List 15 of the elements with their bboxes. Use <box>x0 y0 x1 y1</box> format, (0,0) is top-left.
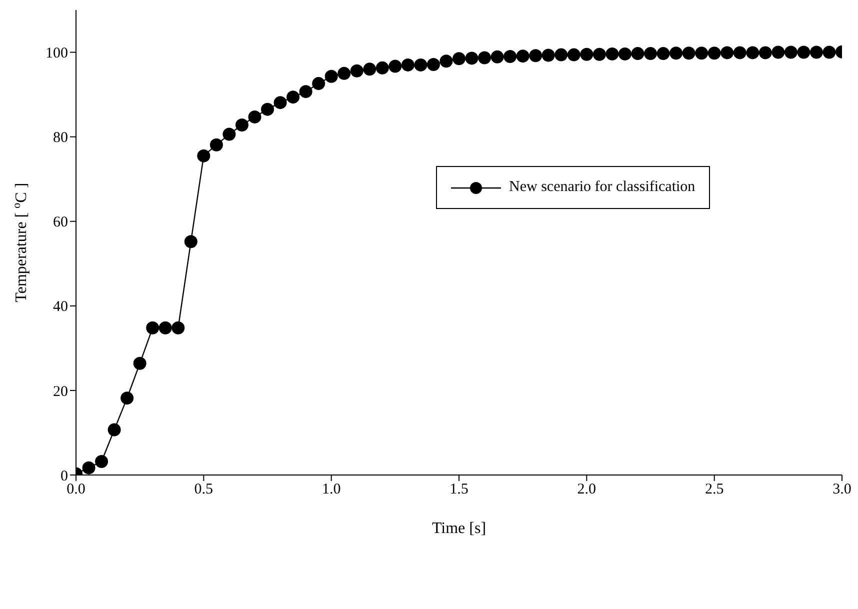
x-axis-title: Time [s] <box>432 520 486 537</box>
y-tick-label: 0 <box>60 468 68 484</box>
x-tick-label: 0.0 <box>66 482 86 498</box>
x-tick-label: 0.5 <box>194 482 214 498</box>
x-tick-label: 1.0 <box>322 482 341 498</box>
y-tick-label: 40 <box>53 299 68 316</box>
y-tick-label: 100 <box>46 46 68 62</box>
x-tick-label: 2.0 <box>577 482 596 498</box>
y-tick-label: 20 <box>53 384 68 400</box>
x-tick-label: 2.5 <box>704 482 724 498</box>
y-tick-label: 60 <box>53 214 68 231</box>
legend-label: New scenario for classification <box>509 179 696 196</box>
x-tick-label: 1.5 <box>450 482 468 498</box>
x-tick-label: 3.0 <box>832 482 852 498</box>
y-tick-label: 80 <box>53 130 68 146</box>
